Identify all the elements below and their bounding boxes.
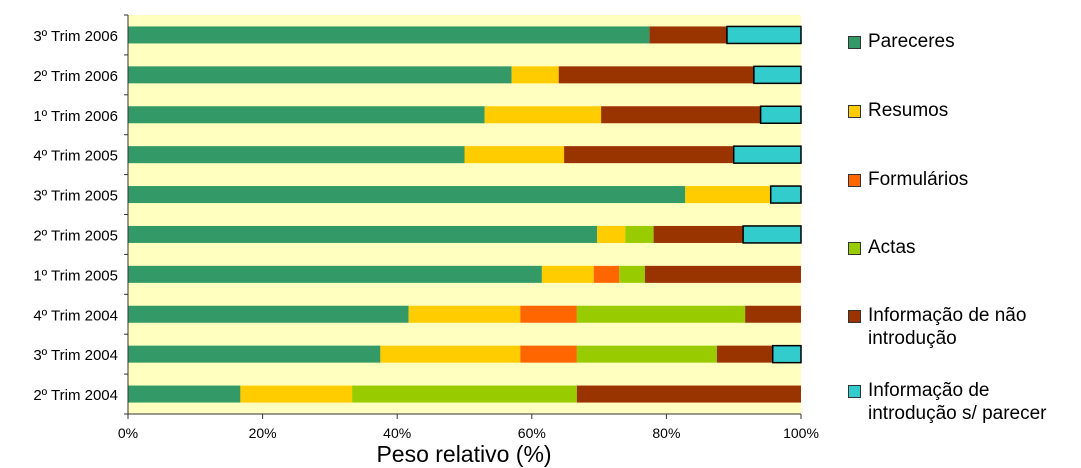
bar-segment (128, 385, 241, 403)
x-ticks-group: 0% 20% 40% 60% 80% 100% (118, 414, 819, 441)
bar-segment (128, 345, 381, 363)
x-tick-label: 20% (249, 425, 277, 441)
legend-item: Informação de não introdução (848, 304, 1026, 350)
legend-swatch (848, 36, 861, 49)
bar-segment (511, 66, 559, 84)
y-tick-label: 4º Trim 2005 (33, 148, 118, 165)
x-tick-label: 40% (383, 425, 411, 441)
x-axis-title: Peso relativo (%) (376, 441, 551, 467)
bar-segment (771, 344, 802, 364)
y-tick-label: 3º Trim 2004 (33, 347, 118, 364)
bar-segment (644, 265, 801, 283)
y-tick-label: 3º Trim 2005 (33, 188, 118, 205)
bar-segment (597, 225, 626, 243)
bar-segment (685, 186, 771, 204)
bar-segment (128, 26, 650, 44)
y-tick-label: 1º Trim 2006 (33, 108, 118, 125)
bar-segment (576, 385, 801, 403)
bar-segment (380, 345, 521, 363)
bars-group (128, 25, 802, 403)
legend-label: Informação de não introdução (868, 305, 1027, 349)
legend-swatch (848, 242, 861, 255)
bar-segment (753, 65, 802, 85)
bar-segment (649, 26, 727, 44)
x-tick-label: 60% (518, 425, 546, 441)
bar-segment (619, 265, 645, 283)
legend-item: Formulários (848, 168, 968, 191)
bar-segment (128, 66, 512, 84)
bar-segment (128, 305, 409, 323)
legend-item: Actas (848, 236, 916, 259)
bar-segment (601, 106, 761, 124)
x-tick-label: 100% (783, 425, 819, 441)
bar-segment (128, 225, 598, 243)
bar-segment (769, 185, 802, 204)
legend-label: Resumos (868, 100, 949, 121)
bar-segment (541, 265, 594, 283)
x-tick-label: 80% (652, 425, 680, 441)
legend-swatch (848, 105, 861, 118)
bar-segment (520, 345, 577, 363)
bar-segment (716, 345, 773, 363)
bar-segment (352, 385, 577, 403)
y-tick-label: 3º Trim 2006 (33, 28, 118, 45)
bar-segment (240, 385, 353, 403)
bar-segment (625, 225, 654, 243)
bar-segment (128, 186, 686, 204)
bar-segment (732, 145, 802, 164)
bar-segment (742, 225, 802, 244)
legend-label: Actas (868, 237, 916, 258)
bar-segment (520, 305, 577, 323)
bar-segment (653, 225, 744, 243)
bar-segment (564, 146, 734, 164)
bar-segment (726, 25, 802, 45)
bar-segment (576, 305, 746, 323)
y-ticks-group: 3º Trim 2006 2º Trim 2006 1º Trim 2006 4º T… (33, 14, 128, 415)
y-tick-label: 2º Trim 2005 (33, 227, 118, 244)
legend-swatch (848, 385, 861, 398)
bar-segment (484, 106, 602, 124)
bar-segment (128, 265, 542, 283)
legend-label: Formulários (868, 169, 969, 190)
bar-segment (745, 305, 801, 323)
y-tick-label: 2º Trim 2006 (33, 68, 118, 85)
legend-label: Informação de introdução s/ parecer (868, 380, 1047, 424)
legend-swatch (848, 310, 861, 323)
bar-segment (464, 146, 565, 164)
x-tick-label: 0% (118, 425, 138, 441)
bar-segment (558, 66, 754, 84)
bar-segment (759, 105, 802, 124)
y-tick-label: 4º Trim 2004 (33, 307, 118, 324)
bar-segment (408, 305, 521, 323)
bar-segment (593, 265, 620, 283)
bar-segment (576, 345, 717, 363)
bar-segment (128, 106, 485, 124)
legend-label: Pareceres (868, 31, 955, 52)
legend-item: Informação de introdução s/ parecer (848, 379, 1047, 425)
bar-segment (128, 146, 465, 164)
y-tick-label: 1º Trim 2005 (33, 267, 118, 284)
legend-item: Pareceres (848, 30, 955, 53)
y-tick-label: 2º Trim 2004 (33, 387, 118, 404)
legend-swatch (848, 174, 861, 187)
legend-item: Resumos (848, 99, 948, 122)
